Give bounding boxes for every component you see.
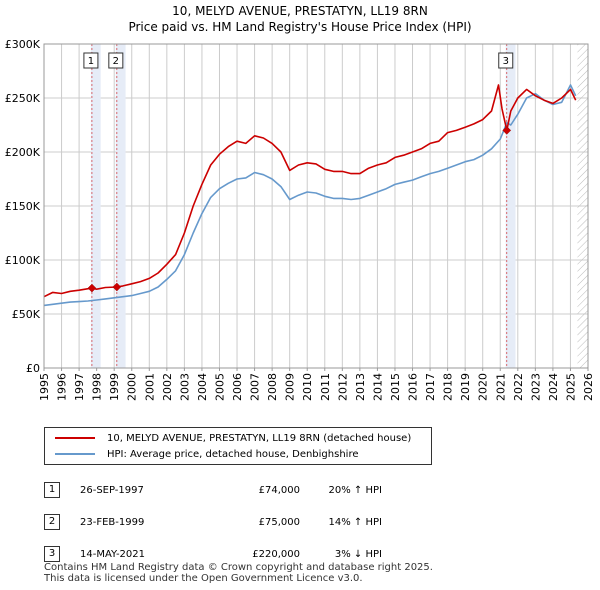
x-tick-label: 2026 (582, 373, 595, 401)
x-tick-label: 1995 (38, 373, 51, 401)
legend-item-hpi: HPI: Average price, detached house, Denb… (55, 446, 358, 462)
series-line-property (43, 84, 577, 298)
x-tick-label: 2008 (266, 373, 279, 401)
sale-point (87, 283, 97, 293)
legend-swatch-hpi (55, 453, 95, 455)
x-tick-label: 2005 (213, 373, 226, 401)
x-tick-label: 2015 (389, 373, 402, 401)
plot-frame (43, 43, 589, 369)
legend-label-property: 10, MELYD AVENUE, PRESTATYN, LL19 8RN (d… (107, 432, 412, 444)
x-tick-label: 2001 (143, 373, 156, 401)
footer-licence: This data is licensed under the Open Gov… (44, 573, 363, 584)
sale-hpi-diff: 20% ↑ HPI (328, 484, 382, 496)
sale-number-badge: 2 (44, 514, 60, 530)
x-tick-label: 2023 (529, 373, 542, 401)
x-tick-label: 2009 (284, 373, 297, 401)
x-tick-label: 1997 (73, 373, 86, 401)
x-tick-label: 2016 (407, 373, 420, 401)
y-tick-label: £150K (5, 200, 41, 213)
chart-title: 10, MELYD AVENUE, PRESTATYN, LL19 8RN (172, 4, 428, 18)
x-tick-label: 2012 (336, 373, 349, 401)
sale-point (112, 282, 122, 292)
sale-point (502, 126, 512, 135)
x-tick-label: 2011 (319, 373, 332, 401)
x-tick-label: 2025 (564, 373, 577, 401)
sale-date: 14-MAY-2021 (80, 548, 146, 560)
x-tick-label: 2003 (178, 373, 191, 401)
y-tick-label: £300K (5, 38, 41, 51)
x-tick-label: 1996 (56, 373, 69, 401)
footer-copyright: Contains HM Land Registry data © Crown c… (44, 562, 433, 573)
sale-number-badge: 3 (44, 546, 60, 562)
y-tick-label: £0 (26, 362, 40, 375)
sale-price: £74,000 (258, 484, 300, 496)
series-line-hpi (43, 84, 577, 307)
chart-legend: 10, MELYD AVENUE, PRESTATYN, LL19 8RN (d… (44, 427, 432, 465)
sale-price: £75,000 (258, 516, 300, 528)
price-chart: 1 2 3 £0 £50K £100K £150K £200K £250K £300K 1995 1… (5, 38, 595, 401)
table-row: 2 23-FEB-1999 £75,000 14% ↑ HPI (44, 506, 382, 538)
y-tick-label: £50K (12, 308, 41, 321)
x-tick-label: 2024 (547, 373, 560, 401)
x-tick-label: 2021 (494, 373, 507, 401)
sale-date: 26-SEP-1997 (80, 484, 144, 496)
x-tick-label: 2000 (126, 373, 139, 401)
x-tick-label: 2020 (477, 373, 490, 401)
y-tick-label: £250K (5, 92, 41, 105)
x-tick-label: 2002 (161, 373, 174, 401)
future-hatch-region (577, 44, 588, 368)
sale-number-badge: 1 (44, 482, 60, 498)
sale-number-box (108, 52, 124, 69)
x-tick-label: 2010 (301, 373, 314, 401)
x-tick-label: 2018 (442, 373, 455, 401)
sale-price: £220,000 (252, 548, 300, 560)
x-tick-label: 2007 (249, 373, 262, 401)
legend-label-hpi: HPI: Average price, detached house, Denb… (107, 448, 359, 460)
x-tick-label: 2022 (512, 373, 525, 401)
table-row: 3 14-MAY-2021 £220,000 3% ↓ HPI (44, 538, 382, 570)
sale-hpi-diff: 14% ↑ HPI (328, 516, 382, 528)
transactions-table: 1 26-SEP-1997 £74,000 20% ↑ HPI 2 23-FEB… (44, 474, 382, 570)
sale-number-box (498, 52, 514, 69)
legend-swatch-property (55, 437, 95, 439)
y-tick-label: £200K (5, 146, 41, 159)
x-tick-label: 1999 (108, 373, 121, 401)
sale-number-label: 1 (88, 56, 94, 67)
sale-shade-band (90, 44, 101, 368)
x-tick-label: 2019 (459, 373, 472, 401)
x-tick-label: 2014 (371, 373, 384, 401)
sale-shade-band (505, 44, 516, 368)
x-tick-label: 1998 (91, 373, 104, 401)
chart-subtitle: Price paid vs. HM Land Registry's House … (128, 20, 472, 34)
x-tick-label: 2017 (424, 373, 437, 401)
sale-date: 23-FEB-1999 (80, 516, 145, 528)
sale-number-label: 3 (503, 56, 509, 67)
x-tick-label: 2013 (354, 373, 367, 401)
table-row: 1 26-SEP-1997 £74,000 20% ↑ HPI (44, 474, 382, 506)
legend-item-property: 10, MELYD AVENUE, PRESTATYN, LL19 8RN (d… (55, 430, 411, 446)
sale-hpi-diff: 3% ↓ HPI (334, 548, 382, 560)
sale-number-label: 2 (113, 56, 119, 67)
x-tick-label: 2006 (231, 373, 244, 401)
sale-shade-band (115, 44, 126, 368)
sale-number-box (83, 52, 99, 69)
x-tick-label: 2004 (196, 373, 209, 401)
y-tick-label: £100K (5, 254, 41, 267)
